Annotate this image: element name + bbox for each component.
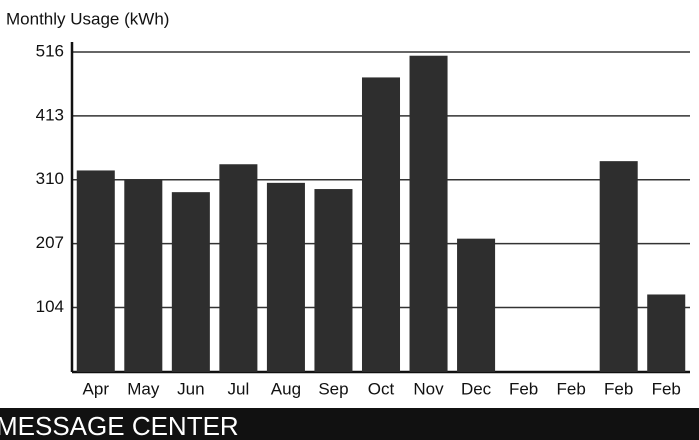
bar [457,239,495,372]
x-tick-label: May [127,379,160,398]
y-tick-label: 207 [36,233,64,252]
message-center-title: MESSAGE CENTER [0,411,239,440]
x-tick-label: Feb [509,379,538,398]
chart-title: Monthly Usage (kWh) [6,9,169,28]
y-tick-label: 104 [36,297,64,316]
x-tick-label: Jul [228,379,250,398]
chart: Monthly Usage (kWh) MESSAGE CENTER 104 20… [0,0,699,440]
bar [172,192,210,372]
bar [314,189,352,372]
bar [600,161,638,372]
x-tick-label: Sep [318,379,348,398]
bar [362,77,400,372]
x-tick-label: Feb [604,379,633,398]
bar [219,164,257,372]
x-tick-label: Aug [271,379,301,398]
x-tick-label: Jun [177,379,204,398]
x-tick-label: Nov [413,379,444,398]
y-tick-label: 310 [36,169,64,188]
bar [77,170,115,372]
bar [124,180,162,372]
x-tick-label: Apr [83,379,110,398]
x-tick-label: Feb [652,379,681,398]
bar [410,56,448,372]
y-tick-label: 413 [36,105,64,124]
x-tick-label: Oct [368,379,395,398]
y-tick-label: 516 [36,41,64,60]
x-tick-label: Feb [557,379,586,398]
bar [647,294,685,372]
x-tick-label: Dec [461,379,492,398]
bar [267,183,305,372]
